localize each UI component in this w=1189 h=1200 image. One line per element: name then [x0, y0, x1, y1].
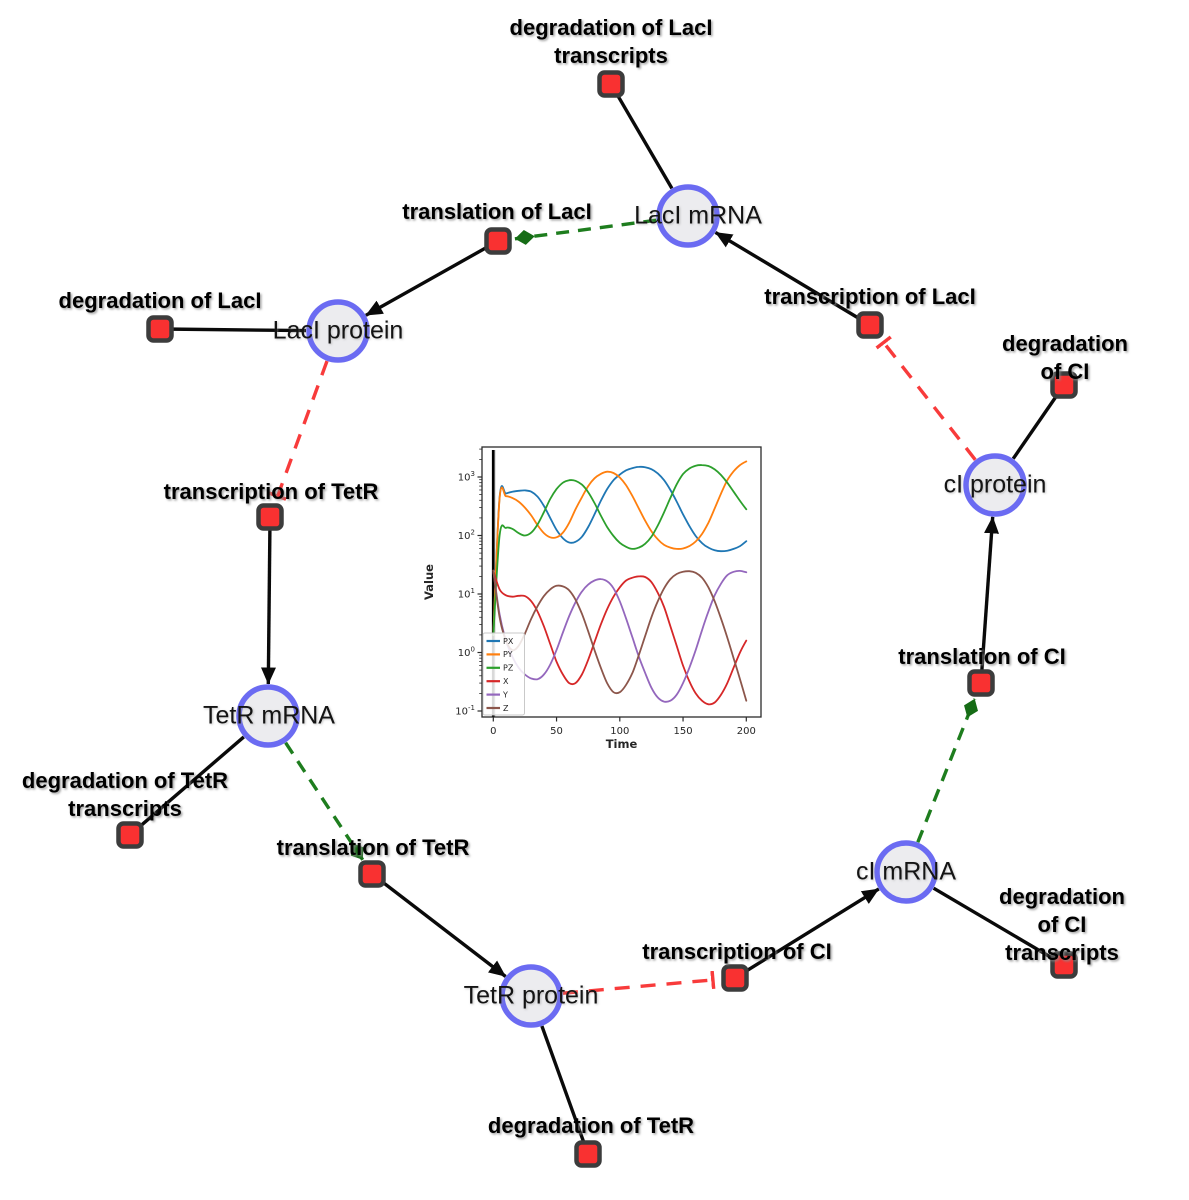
reaction-node-deg-tetr-transcripts[interactable]: [116, 821, 144, 849]
y-tick-label: 100: [458, 646, 475, 660]
x-tick-label: 200: [737, 726, 756, 737]
species-node-laci-protein[interactable]: [306, 299, 370, 363]
reaction-node-deg-ci[interactable]: [1050, 371, 1078, 399]
edge-inhibitor-tetr-protein-to-transcription-ci: [562, 970, 716, 995]
edge-modifier-laci-mrna-to-translation-laci: [514, 218, 657, 245]
edge-product-transcription-laci-to-laci-mrna: [714, 230, 870, 326]
x-tick-label: 50: [550, 726, 563, 737]
legend-label-PX: PX: [503, 637, 514, 646]
plot-series-PZ: [492, 464, 748, 636]
edge-inhibitor-ci-protein-to-transcription-laci: [875, 335, 977, 461]
plot-x-axis-title: Time: [606, 737, 638, 751]
edge-product-transcription-ci-to-ci-mrna: [735, 887, 880, 979]
legend-label-PZ: PZ: [503, 664, 514, 673]
edge-product-translation-ci-to-ci-protein: [979, 516, 1000, 682]
species-node-tetr-mrna[interactable]: [236, 684, 300, 748]
reaction-node-transcription-laci[interactable]: [856, 311, 884, 339]
edge-product-translation-tetr-to-tetr-protein: [372, 873, 507, 978]
reaction-node-deg-ci-transcripts[interactable]: [1050, 951, 1078, 979]
simulation-plot-inset: 0 50 100 150 20010-1100101102103TimeValuePXP…: [422, 446, 762, 751]
edge-product-transcription-tetr-to-tetr-mrna: [260, 518, 276, 685]
edge-reactant-tetr-mrna-to-deg-tetr-transcripts: [130, 735, 245, 835]
legend-label-Y: Y: [502, 690, 508, 699]
edge-reactant-ci-mrna-to-deg-ci-transcripts: [932, 886, 1064, 966]
edge-modifier-tetr-mrna-to-translation-tetr: [284, 741, 365, 861]
edge-inhibitor-laci-protein-to-transcription-tetr: [268, 360, 329, 501]
edge-reactant-ci-protein-to-deg-ci: [1011, 385, 1065, 460]
reaction-node-translation-laci[interactable]: [484, 227, 512, 255]
plot-series-X: [492, 569, 748, 706]
edge-layer: [130, 84, 1065, 1153]
edge-reactant-laci-mrna-to-deg-laci-transcripts: [610, 84, 674, 190]
reaction-node-transcription-ci[interactable]: [721, 964, 749, 992]
species-node-tetr-protein[interactable]: [499, 964, 563, 1028]
reaction-node-deg-laci[interactable]: [146, 315, 174, 343]
plot-series-Y: [492, 569, 748, 703]
plot-series-Z: [492, 569, 748, 702]
x-tick-label: 150: [674, 726, 693, 737]
species-node-ci-protein[interactable]: [963, 453, 1027, 517]
x-tick-label: 0: [490, 726, 496, 737]
y-tick-label: 101: [458, 587, 475, 601]
edge-product-translation-laci-to-laci-protein: [365, 240, 498, 317]
plot-legend: PX PY PZ XYZ: [482, 632, 525, 716]
reaction-node-transcription-tetr[interactable]: [256, 503, 284, 531]
legend-label-Z: Z: [503, 704, 509, 713]
plot-series-PY: [492, 460, 748, 636]
reaction-node-deg-laci-transcripts[interactable]: [597, 70, 625, 98]
x-tick-label: 100: [610, 726, 629, 737]
reaction-node-deg-tetr[interactable]: [574, 1140, 602, 1168]
plot-y-axis-title: Value: [422, 564, 436, 600]
reaction-node-translation-tetr[interactable]: [358, 860, 386, 888]
plot-frame: [481, 446, 762, 718]
y-tick-label: 102: [458, 529, 475, 543]
y-tick-label: 103: [458, 470, 475, 484]
edge-modifier-ci-mrna-to-translation-ci: [916, 698, 978, 843]
edge-reactant-tetr-protein-to-deg-tetr: [540, 1025, 589, 1153]
y-tick-label: 10-1: [455, 704, 475, 718]
node-layer: [116, 70, 1078, 1168]
legend-label-X: X: [503, 677, 509, 686]
plot-series-PX: [492, 465, 748, 636]
species-node-laci-mrna[interactable]: [656, 184, 720, 248]
legend-label-PY: PY: [503, 650, 513, 659]
species-node-ci-mrna[interactable]: [874, 840, 938, 904]
reaction-node-translation-ci[interactable]: [967, 669, 995, 697]
edge-reactant-laci-protein-to-deg-laci: [161, 327, 307, 333]
